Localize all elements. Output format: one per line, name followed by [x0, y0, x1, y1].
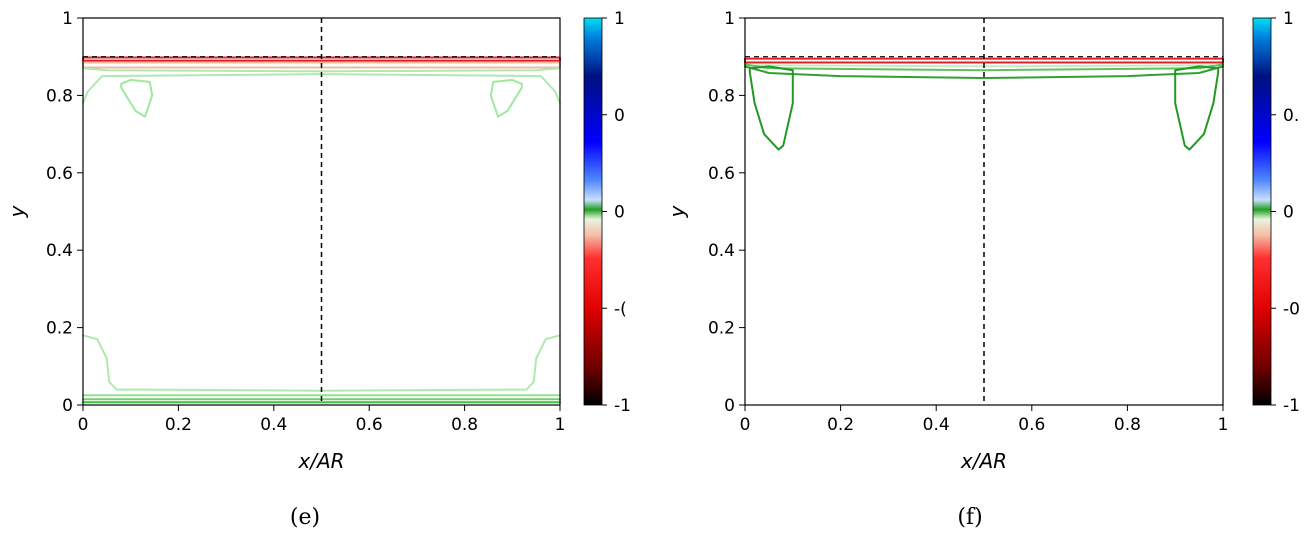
- x-tick-label-e-5: 1: [555, 415, 566, 435]
- x-tick-label-f-1: 0.2: [827, 415, 854, 435]
- x-tick-label-e-2: 0.4: [260, 415, 287, 435]
- x-tick-label-e-4: 0.8: [451, 415, 478, 435]
- y-tick-label-f-0: 0: [724, 396, 735, 416]
- x-tick-label-e-0: 0: [78, 415, 89, 435]
- contour-top-red-band-f: [744, 57, 1224, 64]
- colorbar-tick-label-e-2: 0: [614, 203, 625, 223]
- x-tick-label-f-5: 1: [1218, 415, 1229, 435]
- x-tick-label-f-3: 0.6: [1018, 415, 1045, 435]
- contour-left-vortex-f: [748, 65, 794, 151]
- colorbar-tick-label-e-0: 1: [614, 9, 625, 29]
- x-axis-label-f: x/AR: [960, 449, 1007, 473]
- colorbar-tick-label-f-1: 0.: [1283, 106, 1299, 126]
- colorbar-tick-label-f-4: -1: [1283, 396, 1300, 416]
- y-axis-label-f: y: [665, 204, 689, 218]
- contour-top-light-green-1-e: [82, 67, 561, 73]
- x-ticks-e: 0 0.2 0.4 0.6 0.8 1: [78, 405, 566, 435]
- x-tick-label-f-2: 0.4: [923, 415, 950, 435]
- panel-caption-e: (e): [290, 505, 320, 530]
- x-ticks-f: 0 0.2 0.4 0.6 0.8 1: [740, 405, 1229, 435]
- contour-left-vortex-e: [120, 78, 154, 118]
- y-tick-label-e-3: 0.6: [46, 164, 73, 184]
- y-ticks-f: 0 0.2 0.4 0.6 0.8 1: [708, 9, 745, 416]
- colorbar-tick-label-e-1: 0: [614, 106, 625, 126]
- colorbar-tick-label-e-3: -(: [614, 299, 627, 319]
- x-tick-label-f-0: 0: [740, 415, 751, 435]
- y-tick-label-e-0: 0: [62, 396, 73, 416]
- y-tick-label-e-4: 0.8: [46, 86, 73, 106]
- y-axis-label-e: y: [5, 204, 29, 218]
- y-tick-label-f-4: 0.8: [708, 86, 735, 106]
- colorbar-f: [1252, 17, 1272, 406]
- panel-caption-f: (f): [957, 505, 982, 530]
- colorbar-tick-label-e-4: -1: [614, 396, 631, 416]
- y-tick-label-f-5: 1: [724, 9, 735, 29]
- colorbar-tick-label-f-3: -0: [1283, 299, 1300, 319]
- x-tick-label-f-4: 0.8: [1114, 415, 1141, 435]
- colorbar-ticks-e: 1 0 0 -( -1: [602, 9, 631, 416]
- y-tick-label-f-3: 0.6: [708, 164, 735, 184]
- y-tick-label-e-5: 1: [62, 9, 73, 29]
- contour-top-light-green-2-e: [82, 73, 561, 105]
- colorbar-tick-label-f-0: 1: [1283, 9, 1294, 29]
- colorbar-ticks-f: 1 0. 0 -0 -1: [1271, 9, 1300, 416]
- x-axis-label-e: x/AR: [297, 449, 344, 473]
- y-tick-label-f-1: 0.2: [708, 319, 735, 339]
- y-tick-label-e-1: 0.2: [46, 319, 73, 339]
- contour-right-vortex-f: [1174, 65, 1220, 151]
- x-tick-label-e-1: 0.2: [165, 415, 192, 435]
- colorbar-tick-label-f-2: 0: [1283, 203, 1294, 223]
- contour-right-vortex-e: [489, 78, 523, 118]
- y-ticks-e: 0 0.2 0.4 0.6 0.8 1: [46, 9, 83, 416]
- y-tick-label-e-2: 0.4: [46, 241, 73, 261]
- x-tick-label-e-3: 0.6: [356, 415, 383, 435]
- contour-top-green-2-f: [744, 65, 1224, 79]
- y-tick-label-f-2: 0.4: [708, 241, 735, 261]
- colorbar-e: [583, 17, 603, 406]
- panel-e: 0 0.2 0.4 0.6 0.8 1 00.20.40.60.81 x/AR y 100…: [5, 9, 631, 530]
- panel-f: 0 0.2 0.4 0.6 0.8 1 0 0.2 0.4 0.6 0.8 1 x/AR y 1 0.…: [665, 9, 1300, 530]
